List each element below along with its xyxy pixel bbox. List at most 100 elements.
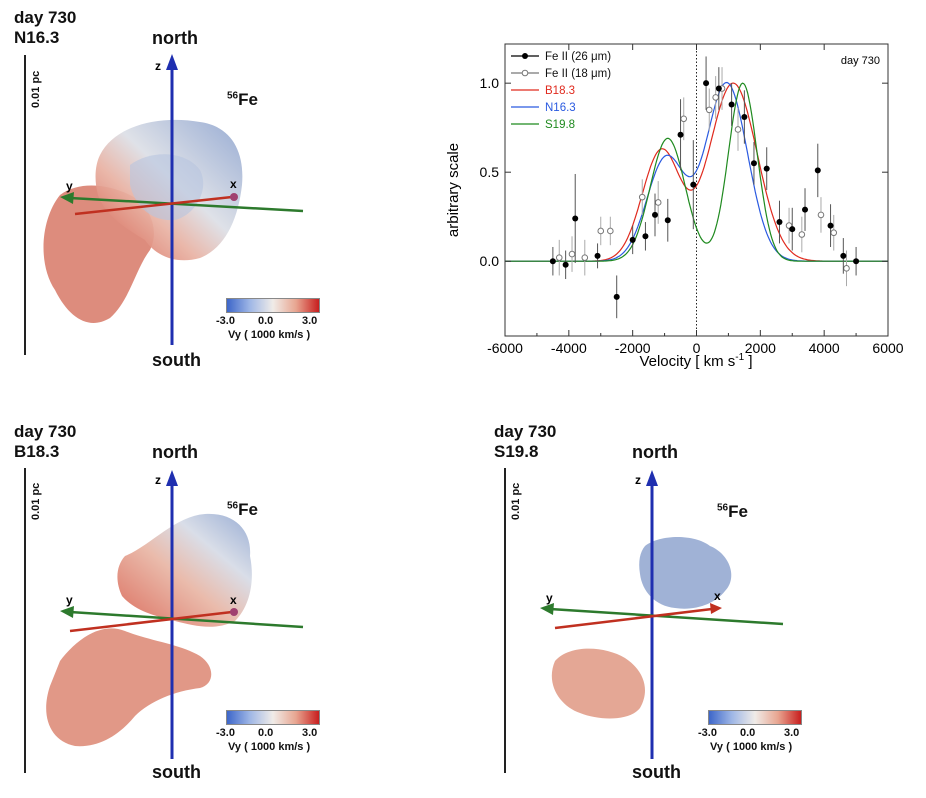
colorbar-label: Vy ( 1000 km/s ) (228, 329, 311, 341)
cbar-mid: 0.0 (740, 727, 756, 739)
point-18um (734, 126, 742, 133)
y-axis-label: y (66, 593, 73, 607)
point-26um (594, 252, 601, 259)
ejecta-blob-blue (639, 537, 732, 609)
point-26um (802, 206, 809, 213)
ejecta-blob-blue (117, 513, 252, 627)
velocity-profile-chart: -6000 -4000 -2000 0 2000 4000 6000 0.0 0.5 1.0 Fe… (445, 43, 904, 370)
legend-label: B18.3 (545, 85, 575, 97)
panel-day: day 730 (14, 422, 77, 441)
fe-3d-render: z y x (43, 54, 304, 345)
point-26um (715, 85, 722, 92)
x-arrowhead (230, 193, 238, 201)
element-symbol: Fe (728, 502, 748, 521)
ejecta-blob-red (551, 648, 645, 719)
point-26um (652, 211, 659, 218)
x-tick-label: -6000 (487, 340, 523, 356)
north-label: north (152, 28, 198, 48)
north-label: north (632, 442, 678, 462)
point-18um (712, 94, 719, 101)
y-arrowhead (60, 606, 74, 618)
x-axis (74, 195, 233, 216)
legend-label: Fe II (18 μm) (545, 68, 611, 80)
y-axis (69, 610, 304, 629)
cbar-min: -3.0 (216, 727, 235, 739)
point-18um (830, 229, 838, 237)
fe-3d-render: z y x (46, 470, 304, 759)
point-26um (677, 131, 684, 138)
x-axis (554, 607, 713, 630)
element-symbol: Fe (238, 90, 258, 109)
legend-marker-open (521, 69, 529, 77)
x-axis-label: x (230, 593, 237, 607)
cbar-mid: 0.0 (258, 727, 274, 739)
y-axis-title: arbitrary scale (445, 143, 462, 237)
north-label: north (152, 442, 198, 462)
colorbar-label: Vy ( 1000 km/s ) (228, 741, 311, 753)
x-axis-title-sup: -1 (735, 352, 744, 363)
isotope-number: 56 (227, 500, 239, 512)
fe-3d-render: z y x (540, 470, 784, 759)
point-26um (741, 114, 748, 120)
x-tick-label: -4000 (551, 340, 587, 356)
cbar-max: 3.0 (302, 315, 318, 327)
point-18um (555, 254, 563, 261)
point-26um (572, 215, 579, 222)
z-axis-label: z (155, 59, 161, 73)
point-26um (562, 261, 569, 268)
point-26um (690, 181, 697, 188)
z-axis-label: z (635, 473, 641, 487)
south-label: south (152, 350, 201, 370)
point-18um (581, 254, 589, 261)
x-axis-title: Velocity [ km s-1 ] (639, 352, 752, 370)
isotope-number: 56 (227, 90, 239, 102)
element-symbol: Fe (238, 500, 258, 519)
x-arrowhead (710, 603, 722, 614)
scale-bar (24, 55, 26, 355)
legend-marker-filled (522, 53, 528, 59)
point-18um (817, 211, 825, 219)
cbar-max: 3.0 (784, 727, 800, 739)
cbar-min: -3.0 (216, 315, 235, 327)
point-26um (776, 219, 783, 226)
point-18um (607, 227, 614, 235)
panel-model: S19.8 (494, 442, 539, 461)
x-tick-label: 4000 (809, 340, 840, 356)
point-18um (638, 193, 646, 201)
point-26um (703, 80, 710, 87)
y-tick-label: 1.0 (480, 75, 500, 91)
cbar-mid: 0.0 (258, 315, 274, 327)
x-axis-title-main: Velocity [ km s (639, 353, 735, 370)
y-axis-label: y (546, 591, 553, 605)
point-26um (840, 252, 847, 259)
point-26um (613, 293, 620, 300)
point-26um (750, 160, 757, 167)
legend-label: S19.8 (545, 119, 575, 131)
z-arrowhead (166, 54, 178, 70)
point-18um (654, 199, 662, 206)
element-label: 56Fe (227, 90, 258, 110)
scale-bar (24, 468, 26, 773)
point-26um (549, 258, 556, 265)
point-26um (763, 165, 770, 172)
legend-label: N16.3 (545, 102, 576, 114)
point-18um (597, 227, 605, 235)
panel-model: B18.3 (14, 442, 60, 461)
x-axis-label: x (714, 589, 721, 603)
point-26um (642, 233, 649, 240)
panel-n16: day 730 N16.3 0.01 pc north south 56Fe z… (0, 0, 460, 380)
point-26um (629, 236, 636, 243)
south-label: south (152, 762, 201, 782)
point-18um (680, 115, 688, 123)
cbar-min: -3.0 (698, 727, 717, 739)
panel-day: day 730 (14, 8, 77, 27)
panel-b18: day 730 B18.3 0.01 pc north south 56Fe z… (0, 416, 460, 798)
z-arrowhead (166, 470, 178, 486)
point-18um (798, 231, 806, 238)
point-18um (843, 265, 850, 272)
y-axis (549, 607, 784, 626)
point-26um (827, 222, 834, 229)
colorbar (226, 710, 320, 725)
x-axis-label: x (230, 177, 237, 191)
element-label: 56Fe (717, 502, 748, 522)
